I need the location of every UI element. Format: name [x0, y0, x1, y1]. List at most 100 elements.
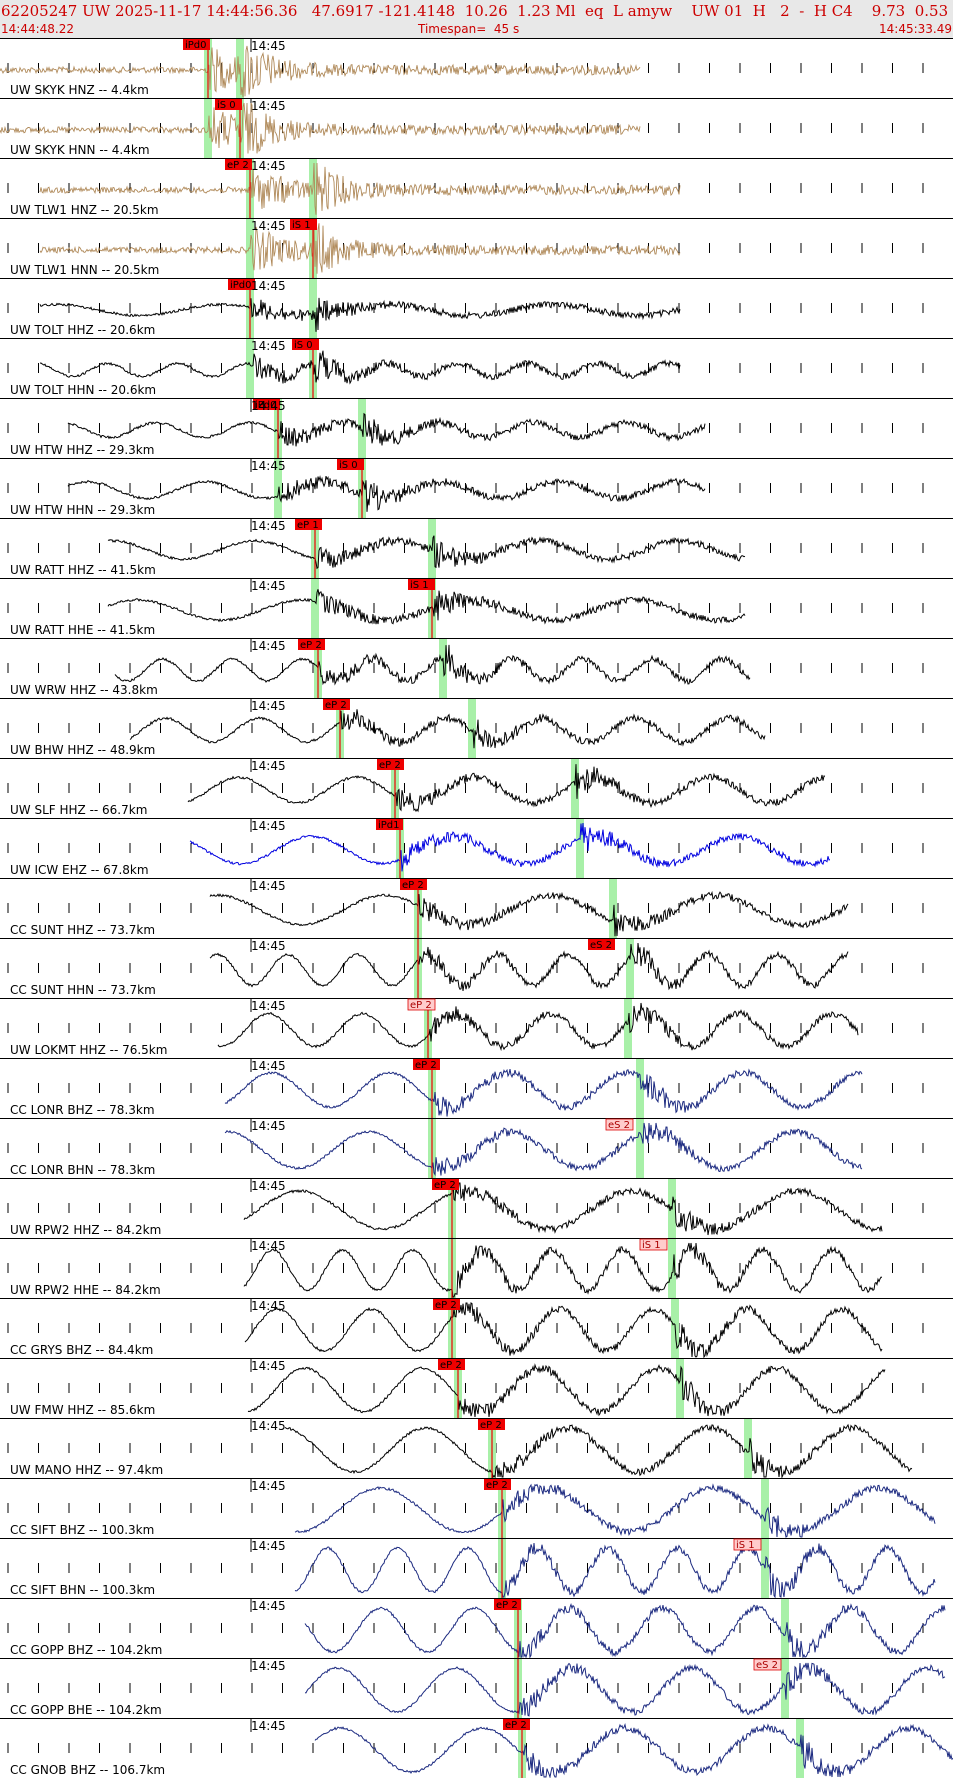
channel-label: UW SKYK HNN -- 4.4km — [10, 143, 150, 157]
pick-marker[interactable] — [323, 699, 350, 710]
pick-marker[interactable] — [478, 1419, 505, 1430]
waveform-trace[interactable] — [107, 589, 746, 625]
channel-row[interactable]: eP 2 14:45 CC SUNT HHZ -- 73.7km — [0, 878, 953, 938]
pick-marker[interactable] — [183, 39, 210, 50]
channel-row[interactable]: iS 0 14:45 UW SKYK HNN -- 4.4km — [0, 98, 953, 158]
pick-marker[interactable] — [215, 99, 242, 110]
channel-row[interactable]: eP 1 14:45 UW RATT HHZ -- 41.5km — [0, 518, 953, 578]
channel-row[interactable]: iPd0 14:45 UW TOLT HHZ -- 20.6km — [0, 278, 953, 338]
waveform-trace[interactable] — [284, 1423, 913, 1479]
channel-row[interactable]: iS 1 14:45 UW TLW1 HNN -- 20.5km — [0, 218, 953, 278]
channel-label: UW RATT HHZ -- 41.5km — [10, 563, 156, 577]
pick-marker[interactable] — [228, 279, 255, 290]
pick-marker[interactable] — [503, 1719, 530, 1730]
event-header: 62205247 UW 2025-11-17 14:44:56.36 47.69… — [0, 0, 953, 39]
pick-marker[interactable] — [408, 579, 435, 590]
waveform-trace[interactable] — [243, 1242, 883, 1298]
s-window — [439, 639, 447, 698]
pick-marker[interactable] — [295, 519, 322, 530]
pick-marker[interactable] — [377, 759, 404, 770]
channel-row[interactable]: eP 2 14:45 CC LONR BHZ -- 78.3km — [0, 1058, 953, 1118]
pick-marker[interactable] — [438, 1359, 465, 1370]
channel-label: UW WRW HHZ -- 43.8km — [10, 683, 158, 697]
waveform-trace[interactable] — [304, 1603, 946, 1659]
pick-marker[interactable] — [225, 159, 252, 170]
channel-row[interactable]: eS 2 14:45 CC LONR BHN -- 78.3km — [0, 1118, 953, 1178]
pick-marker[interactable] — [407, 998, 436, 1011]
end-time: 14:45:33.49 — [879, 22, 952, 36]
waveform-trace[interactable] — [187, 764, 826, 813]
time-label: 14:45 — [251, 399, 286, 413]
waveform-trace[interactable] — [39, 222, 681, 274]
waveform-trace[interactable] — [224, 1122, 863, 1177]
channel-row[interactable]: eP 2 14:45 CC GNOB BHZ -- 106.7km — [0, 1718, 953, 1778]
waveform-trace[interactable] — [189, 822, 831, 872]
pick-marker[interactable] — [753, 1658, 782, 1671]
waveform-trace[interactable] — [217, 1002, 859, 1052]
channel-row[interactable]: eP 2 14:45 UW LOKMT HHZ -- 76.5km — [0, 998, 953, 1058]
pick-marker[interactable] — [290, 219, 317, 230]
channel-row[interactable]: eP 2 14:45 UW FMW HHZ -- 85.6km — [0, 1358, 953, 1418]
channel-row[interactable]: eP 2 14:45 UW WRW HHZ -- 43.8km — [0, 638, 953, 698]
channel-row[interactable]: iS 1 14:45 UW RPW2 HHE -- 84.2km — [0, 1238, 953, 1298]
waveform-trace[interactable] — [39, 350, 681, 385]
pick-marker[interactable] — [432, 1179, 459, 1190]
channel-row[interactable]: eP 2 14:45 CC SIFT BHZ -- 100.3km — [0, 1478, 953, 1538]
time-label: 14:45 — [251, 159, 286, 173]
channel-row[interactable]: eP 2 14:45 CC GRYS BHZ -- 84.4km — [0, 1298, 953, 1359]
pick-marker[interactable] — [605, 1118, 634, 1131]
waveform-trace[interactable] — [294, 1483, 936, 1538]
channel-label: CC SIFT BHN -- 100.3km — [10, 1583, 155, 1597]
waveform-trace[interactable] — [107, 535, 746, 570]
waveform-trace[interactable] — [244, 1302, 883, 1359]
pick-marker[interactable] — [376, 819, 403, 830]
pick-marker[interactable] — [292, 339, 319, 350]
waveform-trace[interactable] — [294, 1542, 936, 1599]
pick-marker[interactable] — [588, 939, 615, 950]
waveform-trace[interactable] — [39, 297, 681, 332]
pick-marker[interactable] — [337, 459, 364, 470]
pick-label: eP 2 — [415, 1060, 437, 1071]
waveform-trace[interactable] — [314, 1722, 953, 1778]
channel-row[interactable]: eP 2 14:45 UW RPW2 HHZ -- 84.2km — [0, 1178, 953, 1238]
channel-row[interactable]: eP 2 14:45 CC GOPP BHZ -- 104.2km — [0, 1598, 953, 1659]
pick-marker[interactable] — [433, 1299, 460, 1310]
channel-row[interactable]: iS 1 14:45 UW RATT HHE -- 41.5km — [0, 578, 953, 638]
pick-marker[interactable] — [298, 639, 325, 650]
channel-label: UW TOLT HHZ -- 20.6km — [10, 323, 155, 337]
channel-row[interactable]: eP 2 14:45 UW SLF HHZ -- 66.7km — [0, 758, 953, 818]
waveform-trace[interactable] — [209, 890, 849, 937]
waveform-trace[interactable] — [243, 1182, 883, 1236]
waveform-trace[interactable] — [114, 644, 751, 686]
pick-marker[interactable] — [639, 1238, 668, 1251]
channel-row[interactable]: eP 2 14:45 UW MANO HHZ -- 97.4km — [0, 1418, 953, 1479]
pick-marker[interactable] — [733, 1538, 762, 1551]
time-label: 14:45 — [251, 579, 286, 593]
channel-row[interactable]: iS 0 14:45 UW TOLT HHN -- 20.6km — [0, 338, 953, 398]
channel-row[interactable]: iPd1 14:45 UW ICW EHZ -- 67.8km — [0, 818, 953, 878]
pick-marker[interactable] — [484, 1479, 511, 1490]
waveform-trace[interactable] — [39, 162, 681, 215]
channel-row[interactable]: eS 2 14:45 CC GOPP BHE -- 104.2km — [0, 1658, 953, 1718]
waveform-trace[interactable] — [67, 412, 706, 447]
pick-marker[interactable] — [253, 399, 280, 410]
pick-marker[interactable] — [400, 879, 427, 890]
waveform-trace[interactable] — [0, 45, 641, 98]
channel-row[interactable]: eP 2 14:45 UW BHW HHZ -- 48.9km — [0, 698, 953, 758]
channel-row[interactable]: iS 1 14:45 CC SIFT BHN -- 100.3km — [0, 1538, 953, 1599]
channel-row[interactable]: eP 2 14:45 UW TLW1 HNZ -- 20.5km — [0, 158, 953, 218]
waveform-trace[interactable] — [129, 709, 766, 749]
waveform-trace[interactable] — [247, 1363, 886, 1418]
channel-row[interactable]: iPd0 14:45 UW SKYK HNZ -- 4.4km — [0, 38, 953, 98]
pick-marker[interactable] — [494, 1599, 521, 1610]
waveform-trace[interactable] — [0, 102, 641, 154]
waveform-trace[interactable] — [304, 1662, 946, 1717]
pick-marker[interactable] — [413, 1059, 440, 1070]
channel-row[interactable]: eS 2 14:45 CC SUNT HHN -- 73.7km — [0, 938, 953, 998]
waveform-trace[interactable] — [224, 1068, 863, 1117]
channel-row[interactable]: iS 0 14:45 UW HTW HHN -- 29.3km — [0, 458, 953, 518]
waveform-trace[interactable] — [67, 475, 706, 512]
waveform-trace[interactable] — [209, 942, 849, 991]
